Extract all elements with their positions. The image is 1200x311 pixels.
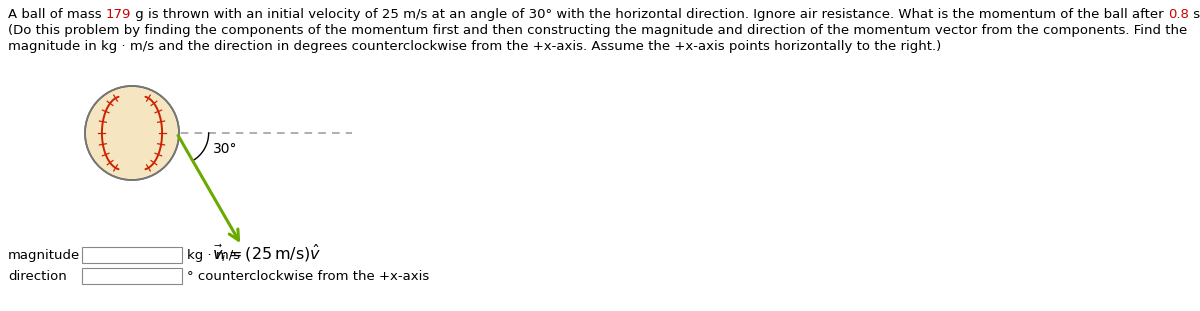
Text: 30°: 30° bbox=[212, 142, 238, 156]
Bar bbox=[82, 247, 182, 263]
Text: 179: 179 bbox=[106, 8, 131, 21]
Text: ° counterclockwise from the +x-axis: ° counterclockwise from the +x-axis bbox=[187, 270, 430, 282]
Text: A ball of mass: A ball of mass bbox=[8, 8, 106, 21]
Text: (Do this problem by finding the components of the momentum first and then constr: (Do this problem by finding the componen… bbox=[8, 24, 1187, 37]
Text: kg · m/s: kg · m/s bbox=[187, 248, 240, 262]
Text: magnitude: magnitude bbox=[8, 248, 80, 262]
Text: 0.8: 0.8 bbox=[1168, 8, 1189, 21]
Text: direction: direction bbox=[8, 270, 67, 282]
Text: magnitude in kg · m/s and the direction in degrees counterclockwise from the +x-: magnitude in kg · m/s and the direction … bbox=[8, 40, 941, 53]
Text: $\vec{v}_i = (25\,\mathrm{m/s})\hat{v}$: $\vec{v}_i = (25\,\mathrm{m/s})\hat{v}$ bbox=[211, 242, 320, 264]
Circle shape bbox=[85, 86, 179, 180]
Text: g is thrown with an initial velocity of 25 m/s at an angle of 30° with the horiz: g is thrown with an initial velocity of … bbox=[131, 8, 1168, 21]
Text: s?: s? bbox=[1189, 8, 1200, 21]
Bar bbox=[82, 268, 182, 284]
